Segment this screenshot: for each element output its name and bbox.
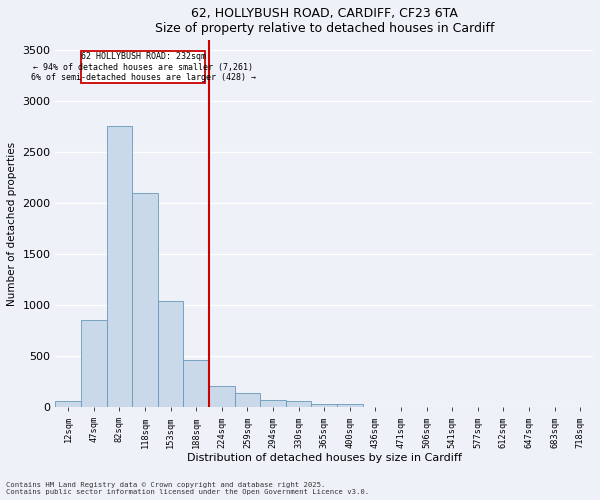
Bar <box>337 404 362 407</box>
Bar <box>81 320 107 407</box>
Bar <box>235 392 260 407</box>
Bar <box>184 360 209 407</box>
Bar <box>158 301 184 407</box>
Bar <box>311 404 337 407</box>
Bar <box>286 402 311 407</box>
Bar <box>209 386 235 407</box>
Bar <box>132 193 158 407</box>
Bar <box>260 400 286 407</box>
X-axis label: Distribution of detached houses by size in Cardiff: Distribution of detached houses by size … <box>187 453 462 463</box>
Title: 62, HOLLYBUSH ROAD, CARDIFF, CF23 6TA
Size of property relative to detached hous: 62, HOLLYBUSH ROAD, CARDIFF, CF23 6TA Si… <box>155 7 494 35</box>
Text: 62 HOLLYBUSH ROAD: 232sqm
← 94% of detached houses are smaller (7,261)
6% of sem: 62 HOLLYBUSH ROAD: 232sqm ← 94% of detac… <box>31 52 256 82</box>
Bar <box>55 401 81 407</box>
Text: Contains HM Land Registry data © Crown copyright and database right 2025.
Contai: Contains HM Land Registry data © Crown c… <box>6 482 369 495</box>
FancyBboxPatch shape <box>81 52 205 83</box>
Y-axis label: Number of detached properties: Number of detached properties <box>7 142 17 306</box>
Bar <box>107 126 132 407</box>
